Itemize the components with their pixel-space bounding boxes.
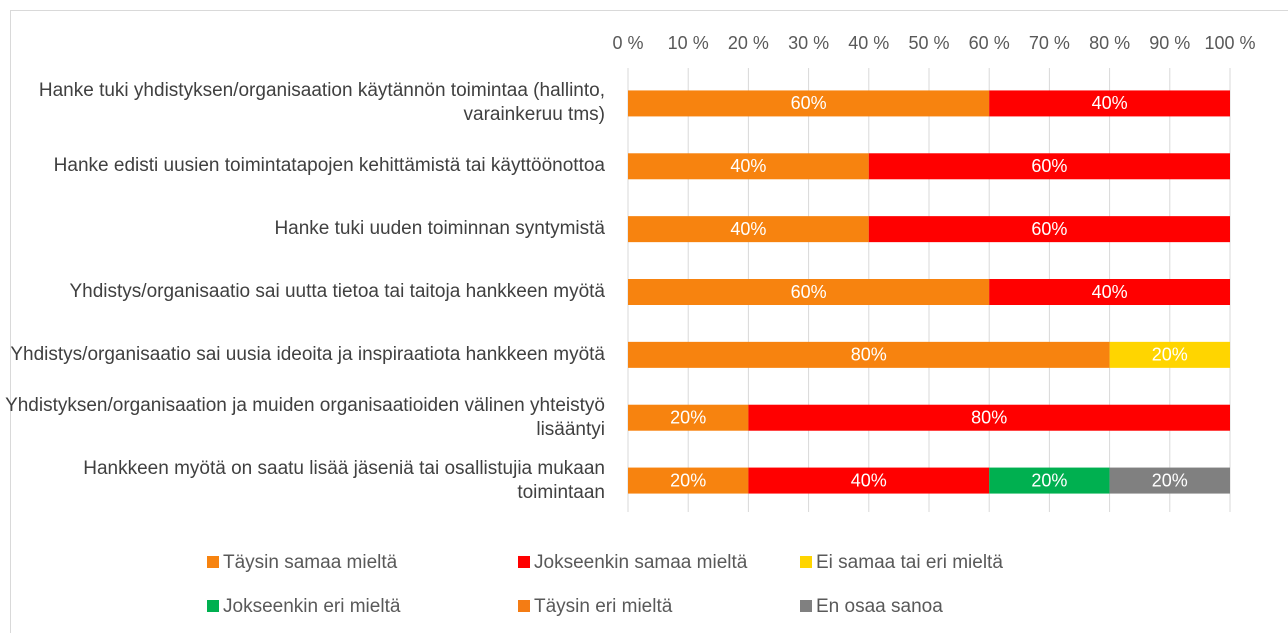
data-label: 40% bbox=[1092, 93, 1128, 113]
data-label: 60% bbox=[791, 93, 827, 113]
data-label: 40% bbox=[1092, 282, 1128, 302]
bar-segment bbox=[748, 404, 1230, 431]
legend-label: Täysin samaa mieltä bbox=[223, 552, 398, 573]
bar-segment bbox=[989, 467, 1110, 494]
x-tick-label: 30 % bbox=[788, 33, 829, 53]
bar-segment bbox=[628, 153, 869, 180]
chart-border bbox=[10, 10, 1288, 633]
category-label: Yhdistys/organisaatio sai uusia ideoita … bbox=[10, 343, 605, 365]
category-label: Yhdistys/organisaatio sai uutta tietoa t… bbox=[69, 281, 606, 302]
data-label: 60% bbox=[1031, 219, 1067, 239]
data-label: 40% bbox=[730, 219, 766, 239]
legend-label: Ei samaa tai eri mieltä bbox=[816, 552, 1003, 573]
bar-segment bbox=[868, 153, 1230, 180]
data-label: 60% bbox=[791, 282, 827, 302]
data-label: 80% bbox=[971, 407, 1007, 427]
category-label: Hankkeen myötä on saatu lisää jäseniä ta… bbox=[83, 457, 605, 503]
x-tick-label: 90 % bbox=[1149, 33, 1190, 53]
legend-label: Jokseenkin samaa mieltä bbox=[534, 552, 748, 573]
legend-swatch bbox=[800, 600, 812, 612]
x-tick-label: 20 % bbox=[728, 33, 769, 53]
bar-segment bbox=[628, 467, 749, 494]
bar-segment bbox=[989, 90, 1230, 117]
category-label: Hanke tuki uuden toiminnan syntymistä bbox=[274, 218, 605, 240]
bar-segment bbox=[989, 279, 1230, 305]
x-tick-label: 10 % bbox=[668, 33, 709, 53]
legend-swatch bbox=[207, 600, 219, 612]
x-tick-label: 60 % bbox=[969, 33, 1010, 53]
bar-segment bbox=[868, 216, 1230, 243]
bar-segment bbox=[628, 279, 990, 305]
bar-segment bbox=[628, 341, 1110, 368]
category-label: Yhdistyksen/organisaation ja muiden orga… bbox=[5, 394, 605, 440]
bar-segment bbox=[1109, 467, 1230, 494]
data-label: 40% bbox=[851, 470, 887, 490]
x-tick-label: 0 % bbox=[612, 33, 643, 53]
data-label: 60% bbox=[1031, 156, 1067, 176]
legend-swatch bbox=[207, 556, 219, 568]
bar-segment bbox=[628, 90, 990, 117]
bar-segment bbox=[628, 404, 749, 431]
data-label: 20% bbox=[1152, 470, 1188, 490]
bar-segment bbox=[748, 467, 990, 494]
data-label: 20% bbox=[670, 407, 706, 427]
x-tick-label: 70 % bbox=[1029, 33, 1070, 53]
category-label: Hanke edisti uusien toimintatapojen kehi… bbox=[53, 155, 605, 177]
data-label: 20% bbox=[1031, 470, 1067, 490]
data-label: 20% bbox=[1152, 345, 1188, 365]
legend-swatch bbox=[518, 600, 530, 612]
bar-segment bbox=[1109, 341, 1230, 368]
legend-swatch bbox=[518, 556, 530, 568]
legend-label: Täysin eri mieltä bbox=[534, 596, 673, 617]
category-label: Hanke tuki yhdistyksen/organisaation käy… bbox=[38, 80, 605, 126]
x-tick-label: 50 % bbox=[908, 33, 949, 53]
data-label: 20% bbox=[670, 470, 706, 490]
data-label: 80% bbox=[851, 345, 887, 365]
legend-label: Jokseenkin eri mieltä bbox=[223, 596, 401, 617]
legend-label: En osaa sanoa bbox=[816, 596, 943, 617]
legend-swatch bbox=[800, 556, 812, 568]
x-tick-label: 100 % bbox=[1204, 33, 1255, 53]
bar-segment bbox=[628, 216, 869, 243]
x-tick-label: 40 % bbox=[848, 33, 889, 53]
x-tick-label: 80 % bbox=[1089, 33, 1130, 53]
data-label: 40% bbox=[730, 156, 766, 176]
